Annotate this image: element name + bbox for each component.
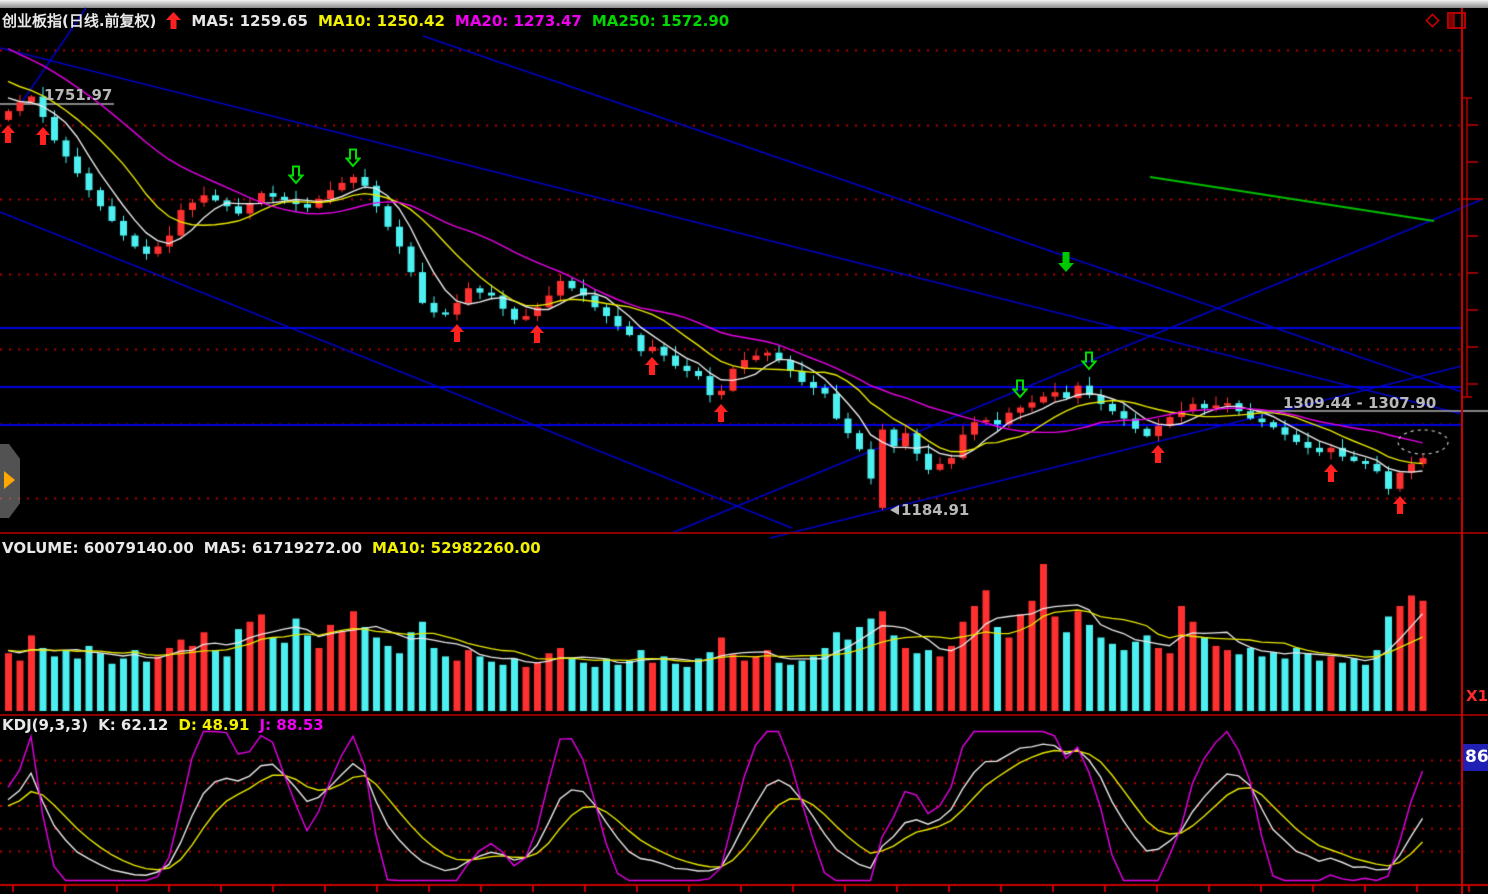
kdj-k-label[interactable]: K: 62.12 — [98, 716, 169, 734]
split-window-icon[interactable] — [1447, 12, 1466, 29]
zoom-level-label: X1 — [1466, 687, 1488, 705]
buy-signal-arrow-icon — [645, 357, 659, 379]
buy-signal-arrow-icon — [35, 126, 50, 149]
buy-signal-arrow-icon — [714, 403, 728, 426]
buy-signal-arrow-icon — [1392, 495, 1407, 518]
sell-signal-arrow-icon — [1011, 379, 1029, 403]
chart-toolbar — [1424, 12, 1466, 29]
price-range-label: 1309.44 - 1307.90 — [1283, 394, 1437, 412]
buy-signal-arrow-icon — [1, 125, 15, 147]
trend-up-arrow-icon — [166, 12, 182, 29]
volume-ma5-label[interactable]: MA5: 61719272.00 — [203, 539, 363, 557]
low-price-label: 1184.91 — [890, 501, 969, 519]
sell-signal-arrow-icon — [1080, 351, 1098, 375]
ma250-value-label[interactable]: MA250: 1572.90 — [591, 11, 730, 30]
sell-signal-arrow-icon — [344, 148, 362, 172]
pane-divider-volume-kdj[interactable] — [0, 714, 1488, 716]
volume-value-label[interactable]: VOLUME: 60079140.00 — [2, 539, 194, 557]
pane-divider-price-volume[interactable] — [0, 532, 1488, 534]
sell-signal-solid-arrow-icon — [1058, 252, 1074, 276]
volume-pane-header: VOLUME: 60079140.00 MA5: 61719272.00 MA1… — [2, 539, 541, 557]
left-pointer-icon — [890, 505, 899, 515]
sidebar-flyout-toggle[interactable] — [0, 444, 20, 518]
ma5-value-label[interactable]: MA5: 1259.65 — [191, 11, 308, 30]
kdj-value-tag: 86 — [1463, 744, 1488, 771]
kdj-title-label[interactable]: KDJ(9,3,3) — [2, 716, 89, 734]
kdj-d-label[interactable]: D: 48.91 — [178, 716, 250, 734]
buy-signal-arrow-icon — [1151, 445, 1165, 467]
kdj-pane-header: KDJ(9,3,3) K: 62.12 D: 48.91 J: 88.53 — [2, 716, 324, 734]
volume-ma10-label[interactable]: MA10: 52982260.00 — [372, 539, 541, 557]
buy-signal-arrow-icon — [449, 324, 464, 346]
flyout-arrow-icon — [4, 471, 15, 489]
ma20-value-label[interactable]: MA20: 1273.47 — [454, 11, 582, 30]
price-pane-header: 创业板指(日线.前复权) MA5: 1259.65 MA10: 1250.42 … — [2, 10, 729, 31]
sell-signal-arrow-icon — [286, 165, 305, 189]
ma10-value-label[interactable]: MA10: 1250.42 — [317, 11, 445, 30]
diamond-tool-icon[interactable] — [1424, 12, 1441, 29]
high-price-label: 1751.97 — [44, 86, 113, 104]
kdj-j-label[interactable]: J: 88.53 — [259, 716, 324, 734]
symbol-title[interactable]: 创业板指(日线.前复权) — [2, 12, 157, 30]
pane-right-border — [1461, 8, 1463, 894]
buy-signal-arrow-icon — [1323, 463, 1338, 486]
buy-signal-arrow-icon — [530, 325, 544, 347]
